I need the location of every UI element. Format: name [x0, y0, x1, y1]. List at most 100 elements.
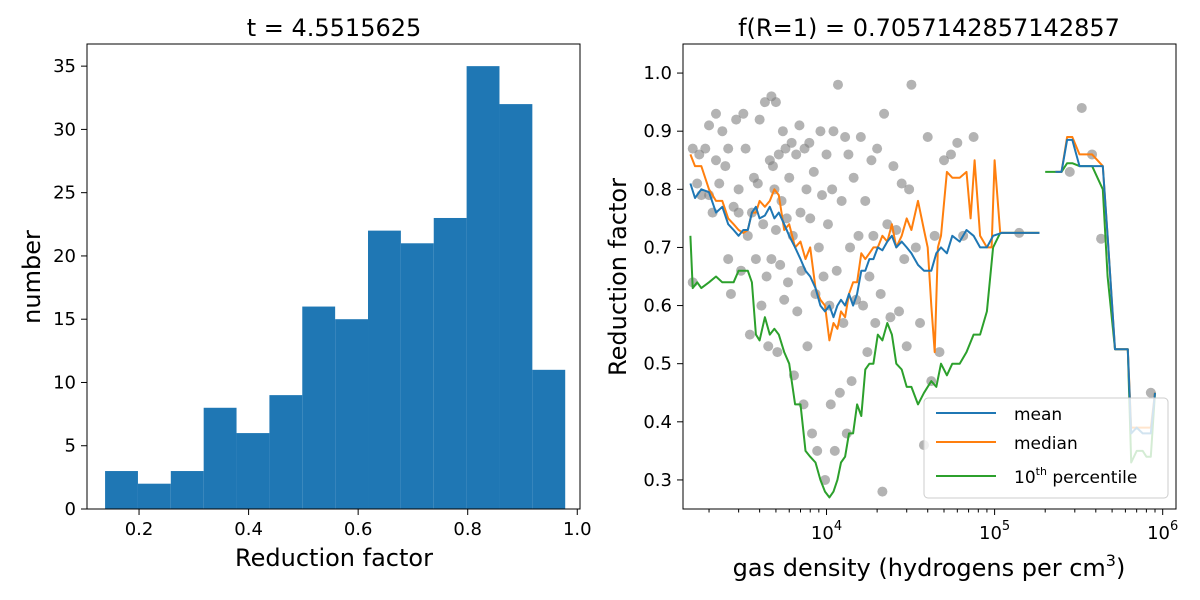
scatter-point [1145, 387, 1156, 398]
scatter-point [801, 184, 812, 195]
scatter-point [882, 219, 893, 230]
scatter-point [812, 445, 823, 456]
y-tick-label: 35 [53, 56, 76, 77]
scatter-point [858, 300, 869, 311]
scatter-point [710, 155, 721, 166]
scatter-point [864, 271, 875, 282]
scatter-point [945, 149, 956, 160]
scatter-point [805, 213, 816, 224]
scatter-point [808, 166, 819, 177]
scatter-point [904, 184, 915, 195]
scatter-point [807, 428, 818, 439]
density-x-axis-label: gas density (hydrogens per cm3) [733, 551, 1126, 582]
scatter-point [731, 114, 742, 125]
scatter-point [733, 207, 744, 218]
histogram-bar [105, 471, 138, 509]
histogram-title: t = 4.5515625 [247, 14, 422, 42]
y-tick-label: 15 [53, 309, 76, 330]
density-panel: f(R=1) = 0.7057142857142857 104 105 106 0.… [604, 14, 1178, 582]
scatter-point [1076, 102, 1087, 113]
scatter-point [763, 341, 774, 352]
density-y-axis-label: Reduction factor [604, 178, 632, 376]
density-y-ticks: 0.3 0.4 0.5 0.6 0.7 0.8 0.9 1.0 [643, 63, 683, 491]
scatter-point [822, 219, 833, 230]
scatter-point [725, 288, 736, 299]
y-tick-label: 5 [65, 436, 76, 457]
scatter-point [776, 195, 787, 206]
scatter-point [761, 271, 772, 282]
y-tick-label: 0.4 [643, 412, 672, 433]
scatter-point [901, 341, 912, 352]
scatter-point [846, 376, 857, 387]
scatter-point [879, 108, 890, 119]
scatter-point [888, 161, 899, 172]
scatter-point [795, 207, 806, 218]
scatter-point [815, 126, 826, 137]
histogram-bar [433, 217, 467, 509]
x-tick-label: 105 [979, 519, 1010, 544]
y-tick-label: 0.5 [643, 354, 672, 375]
scatter-point [820, 474, 831, 485]
scatter-point [770, 97, 781, 108]
scatter-point [899, 254, 910, 265]
scatter-point [843, 149, 854, 160]
scatter-point [770, 225, 781, 235]
y-tick-label: 25 [53, 183, 76, 204]
scatter-point [802, 341, 813, 352]
y-tick-label: 0.8 [643, 179, 672, 200]
scatter-point [968, 132, 979, 142]
scatter-point [767, 161, 778, 172]
scatter-point [875, 288, 886, 299]
density-plot-frame [682, 43, 1177, 510]
histogram-bar [400, 243, 434, 510]
histogram-bar [368, 230, 401, 509]
histogram-bar [269, 395, 303, 509]
y-tick-label: 1.0 [643, 63, 672, 84]
y-tick-label: 10 [53, 372, 76, 393]
scatter-point [710, 108, 721, 119]
scatter-point [733, 184, 744, 195]
scatter-point [896, 178, 907, 189]
y-tick-label: 30 [53, 119, 76, 140]
legend-label-10th-percentile: 10th percentile [1014, 465, 1137, 488]
scatter-point [832, 79, 843, 90]
scatter-point [720, 161, 731, 172]
scatter-point [818, 271, 829, 282]
scatter-point [870, 318, 881, 328]
histogram-panel: t = 4.5515625 0.2 0.4 0.6 0.8 1.0 0 5 10 15 20 25… [18, 14, 592, 572]
legend: mean median 10th percentile [923, 397, 1169, 499]
histogram-bar [466, 66, 500, 510]
density-x-ticks: 104 105 106 [708, 509, 1178, 544]
scatter-point [740, 143, 751, 154]
scatter-point [738, 108, 749, 119]
scatter-point [939, 155, 950, 166]
scatter-point [831, 265, 842, 276]
x-tick-label: 0.6 [344, 519, 373, 540]
scatter-point [848, 172, 859, 183]
histogram-bar [236, 433, 270, 509]
scatter-point [1096, 233, 1107, 244]
legend-label-mean: mean [1014, 405, 1062, 425]
histogram-x-ticks: 0.2 0.4 0.6 0.8 1.0 [125, 509, 592, 540]
scatter-point [817, 190, 828, 201]
scatter-point [821, 149, 832, 160]
y-tick-label: 20 [53, 246, 76, 267]
scatter-point [704, 120, 715, 131]
scatter-point [855, 132, 866, 142]
y-tick-label: 0.7 [643, 237, 672, 258]
histogram-bar [302, 306, 336, 509]
scatter-point [775, 259, 786, 270]
scatter-point [723, 254, 734, 265]
histogram-bar [335, 319, 369, 509]
x-tick-label: 106 [1147, 519, 1178, 544]
scatter-point [885, 312, 896, 323]
scatter-point [825, 399, 836, 410]
scatter-point [687, 143, 698, 154]
histogram-plot-frame [86, 43, 581, 510]
scatter-point [934, 347, 945, 358]
scatter-points [687, 79, 1156, 497]
scatter-point [742, 230, 753, 241]
scatter-point [862, 347, 873, 358]
histogram-x-axis-label: Reduction factor [235, 544, 433, 572]
histogram-y-axis-label: number [18, 230, 46, 324]
